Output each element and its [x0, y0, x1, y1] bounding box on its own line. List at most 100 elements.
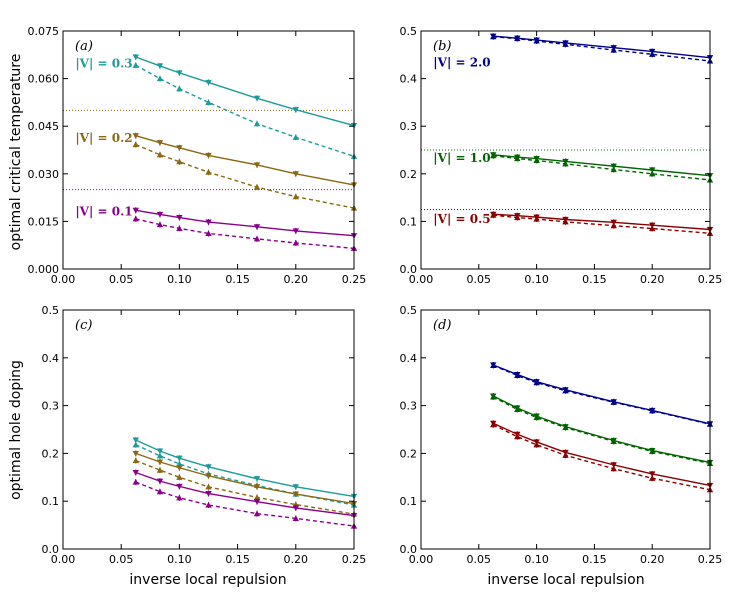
data-point: [156, 466, 164, 473]
axes-frame: [420, 309, 711, 550]
data-point: [253, 494, 261, 500]
y-tick-label: 0.030: [28, 168, 60, 181]
data-point: [490, 421, 497, 428]
data-point: [205, 169, 212, 175]
x-tick-label: 0.15: [582, 273, 607, 286]
axes-frame: [62, 309, 355, 550]
y-tick-label: 0.075: [28, 25, 60, 38]
data-point: [562, 218, 569, 225]
data-point: [514, 35, 521, 42]
xlabel-right: inverse local repulsion: [487, 572, 644, 588]
y-tick-label: 0.0: [42, 543, 60, 556]
data-point: [253, 95, 261, 102]
data-point: [205, 483, 212, 490]
data-point: [176, 145, 183, 151]
data-point: [253, 510, 261, 517]
x-tick-label: 0.00: [409, 273, 434, 286]
data-point: [253, 476, 261, 482]
data-point: [253, 120, 261, 127]
series-line: [493, 36, 711, 62]
data-point: [132, 133, 139, 139]
data-point: [176, 494, 183, 501]
series-line: [135, 209, 355, 237]
data-point: [156, 452, 164, 459]
data-point: [132, 62, 139, 68]
data-point: [176, 465, 183, 471]
data-point: [562, 452, 569, 458]
data-point: [156, 221, 164, 228]
data-point: [533, 379, 540, 386]
y-tick-label: 0.0: [400, 543, 418, 556]
data-point: [132, 54, 139, 61]
series-line: [135, 459, 355, 515]
data-point: [156, 459, 164, 466]
data-point: [176, 215, 183, 221]
data-point: [176, 474, 183, 480]
series-line: [135, 135, 355, 186]
data-point: [132, 450, 139, 457]
data-point: [132, 441, 139, 448]
series-annotation: |V| = 0.1: [75, 205, 132, 219]
y-tick-label: 0.060: [28, 73, 60, 86]
panel-label: (c): [75, 318, 92, 333]
y-tick-label: 0.5: [400, 25, 418, 38]
data-point: [205, 219, 212, 226]
data-point: [490, 152, 497, 159]
y-tick-label: 0.4: [400, 73, 418, 86]
panel-b: 0.00 0.05 0.10 0.15 0.20 0.25 0.0 0.1 0.2 0.3 0.4 0…: [400, 25, 723, 286]
data-point: [533, 37, 540, 44]
data-point: [292, 484, 299, 491]
data-point: [533, 215, 540, 222]
data-point: [610, 166, 617, 173]
data-point: [649, 170, 656, 177]
x-tick-label: 0.15: [582, 553, 607, 566]
data-point: [533, 157, 540, 164]
data-point: [205, 501, 212, 508]
xlabel-left: inverse local repulsion: [129, 572, 286, 588]
data-point: [253, 224, 261, 230]
data-point: [490, 33, 497, 40]
data-point: [156, 211, 164, 218]
data-point: [156, 448, 164, 455]
data-point: [132, 207, 139, 214]
series-line: [493, 35, 711, 59]
x-tick-label: 0.20: [284, 553, 309, 566]
series-line: [493, 155, 711, 181]
data-point: [205, 473, 212, 480]
y-tick-label: 0.5: [400, 304, 418, 317]
series-line: [135, 439, 355, 498]
y-tick-label: 0.2: [400, 168, 418, 181]
y-tick-label: 0.3: [400, 400, 418, 413]
x-tick-label: 0.15: [225, 553, 250, 566]
data-point: [176, 460, 183, 467]
axes-frame: [420, 30, 711, 270]
data-point: [132, 437, 139, 444]
data-point: [533, 441, 540, 448]
x-tick-label: 0.25: [698, 273, 723, 286]
y-tick-label: 0.1: [400, 495, 418, 508]
data-point: [205, 152, 212, 159]
data-point: [514, 433, 521, 440]
series-annotation: |V| = 0.3: [75, 56, 132, 70]
data-point: [253, 235, 261, 242]
ylabel-top: optimal critical temperature: [8, 54, 24, 251]
data-point: [292, 239, 299, 246]
series-line: [492, 364, 711, 425]
series-annotation: |V| = 0.5: [433, 212, 490, 226]
data-point: [649, 407, 656, 414]
data-point: [176, 225, 183, 231]
x-tick-label: 0.25: [342, 273, 367, 286]
x-tick-label: 0.05: [109, 273, 134, 286]
data-point: [649, 471, 656, 478]
data-point: [253, 162, 261, 169]
y-tick-label: 0.2: [400, 447, 418, 460]
data-point: [156, 75, 164, 82]
series-line: [135, 56, 355, 127]
y-tick-label: 0.4: [400, 352, 418, 365]
data-point: [490, 212, 497, 218]
data-point: [253, 183, 261, 190]
data-point: [292, 171, 299, 177]
x-tick-label: 0.00: [409, 553, 434, 566]
data-point: [490, 393, 497, 400]
data-point: [292, 193, 299, 200]
